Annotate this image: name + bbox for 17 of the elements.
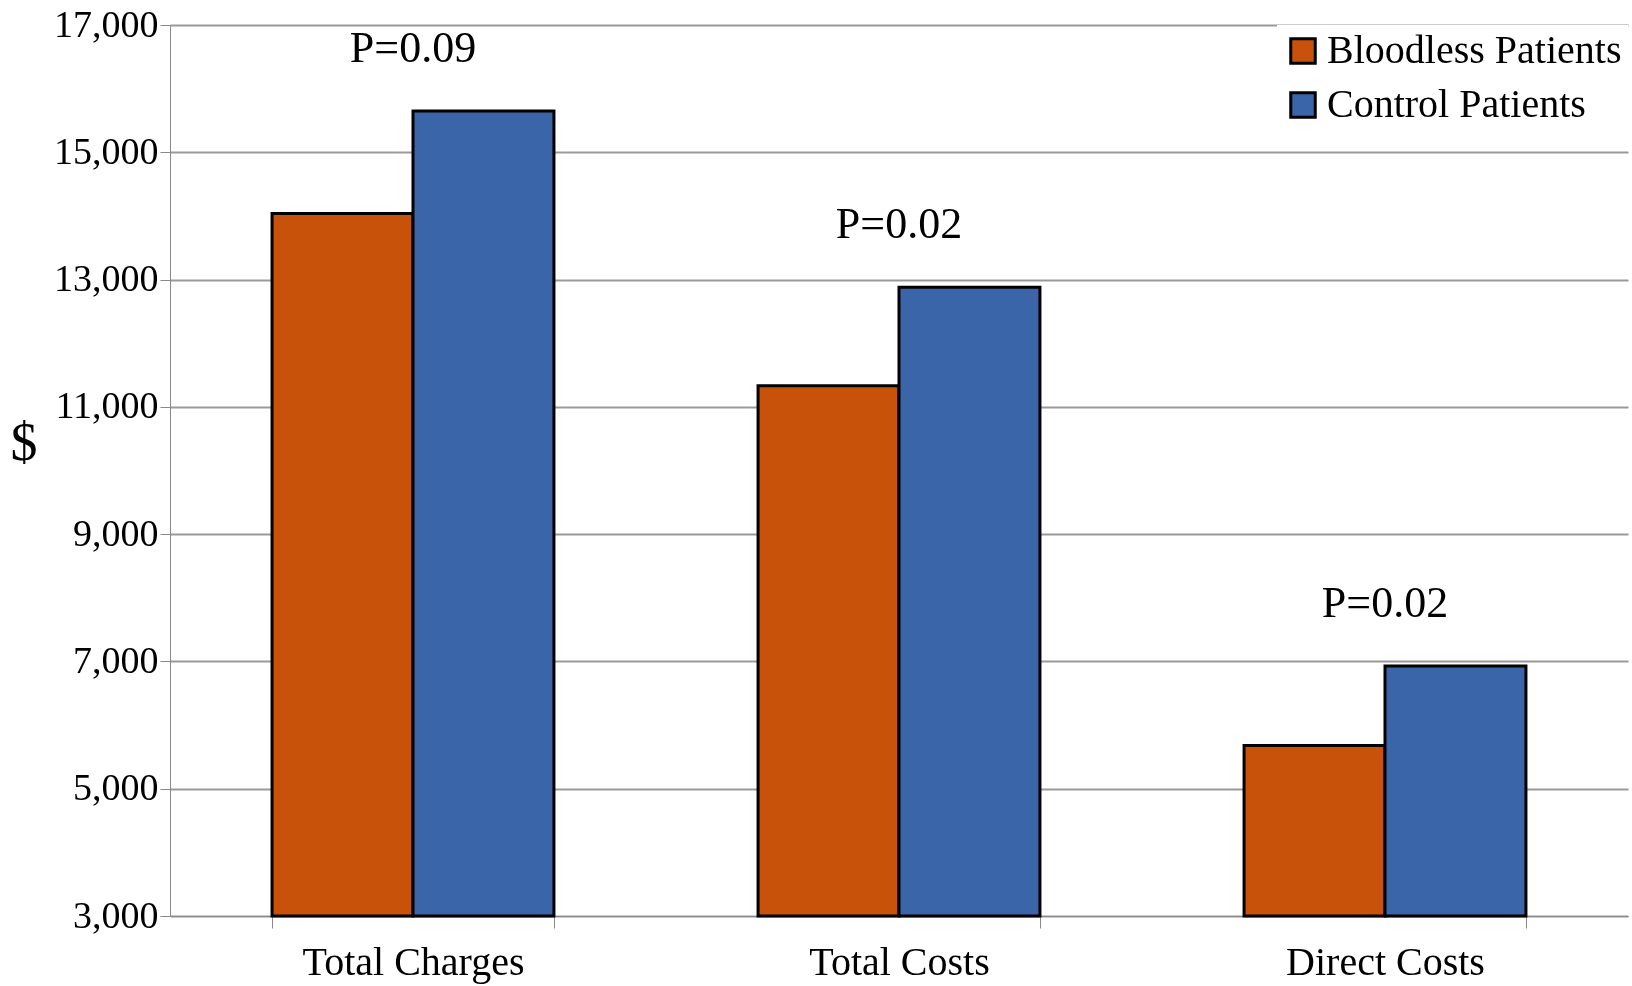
annotation: P=0.02 — [1321, 577, 1449, 627]
x-tick-label: Total Costs — [809, 938, 990, 984]
y-tick-label: 17,000 — [54, 2, 159, 45]
annotation: P=0.09 — [349, 22, 477, 72]
y-axis-title: $ — [10, 412, 38, 472]
y-tick-label: 3,000 — [73, 893, 159, 936]
y-tick-label: 13,000 — [54, 257, 159, 300]
y-tick-label: 7,000 — [73, 638, 159, 681]
y-tick-label: 5,000 — [73, 766, 159, 809]
y-tick-label: 9,000 — [73, 511, 159, 554]
x-tick-label: Total Charges — [302, 938, 525, 984]
legend-label: Control Patients — [1327, 81, 1586, 126]
x-tick-label: Direct Costs — [1286, 938, 1485, 984]
y-tick-label: 11,000 — [55, 384, 159, 427]
annotation: P=0.02 — [835, 199, 963, 249]
legend-label: Bloodless Patients — [1327, 27, 1622, 72]
y-tick-label: 15,000 — [54, 129, 159, 172]
